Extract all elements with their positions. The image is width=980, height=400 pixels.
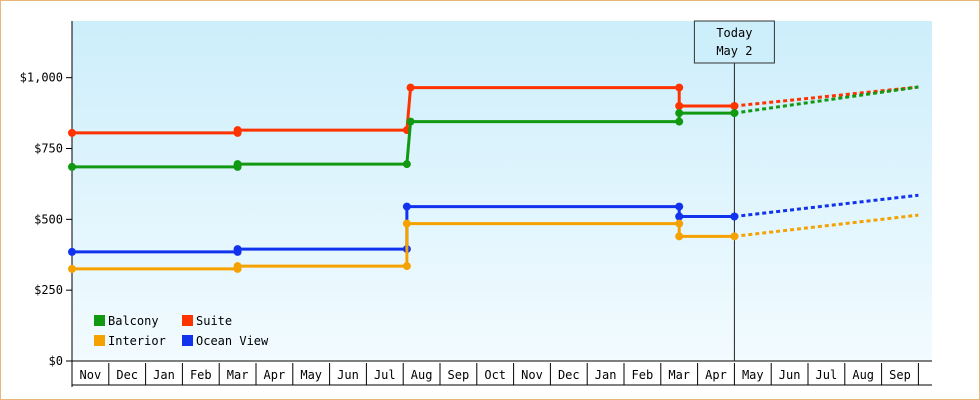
month-label: Sep xyxy=(889,368,911,382)
data-point-interior xyxy=(233,262,242,271)
month-label: Jan xyxy=(153,368,175,382)
month-label: Nov xyxy=(521,368,543,382)
month-label: Jan xyxy=(595,368,617,382)
data-point-balcony xyxy=(233,160,242,169)
month-label: Jul xyxy=(374,368,396,382)
legend-swatch xyxy=(94,315,105,326)
data-point-suite xyxy=(406,83,415,92)
data-point-interior xyxy=(730,232,739,241)
month-label: Aug xyxy=(852,368,874,382)
month-label: Apr xyxy=(705,368,727,382)
data-point-interior xyxy=(68,264,76,273)
data-point-interior xyxy=(675,232,684,241)
month-label: Sep xyxy=(448,368,470,382)
data-point-balcony xyxy=(402,160,411,169)
month-label: Jul xyxy=(816,368,838,382)
data-point-balcony xyxy=(675,117,684,126)
month-label: Mar xyxy=(227,368,249,382)
month-label: May xyxy=(742,368,764,382)
y-tick-label: $750 xyxy=(34,142,63,156)
month-label: Dec xyxy=(116,368,138,382)
y-tick-label: $500 xyxy=(34,212,63,226)
month-label: Nov xyxy=(80,368,102,382)
month-label: Jun xyxy=(337,368,359,382)
data-point-interior xyxy=(675,219,684,228)
today-label: Today xyxy=(716,26,752,40)
month-label: Feb xyxy=(190,368,212,382)
today-box xyxy=(693,20,775,64)
month-label: Oct xyxy=(484,368,506,382)
forecast-line-balcony xyxy=(734,85,919,115)
forecast-line-interior xyxy=(734,213,919,238)
data-point-ocean-view xyxy=(68,247,76,256)
month-label: Aug xyxy=(411,368,433,382)
month-label: Feb xyxy=(632,368,654,382)
legend-label: Suite xyxy=(196,314,232,328)
legend-label: Balcony xyxy=(108,314,159,328)
data-point-balcony xyxy=(406,117,415,126)
plot-area xyxy=(72,21,932,361)
data-point-balcony xyxy=(730,109,739,118)
data-point-ocean-view xyxy=(675,212,684,221)
legend-swatch xyxy=(182,315,193,326)
data-point-interior xyxy=(402,219,411,228)
month-label: Jun xyxy=(779,368,801,382)
legend-swatch xyxy=(94,335,105,346)
data-point-ocean-view xyxy=(233,245,242,254)
y-tick-label: $250 xyxy=(34,283,63,297)
data-point-ocean-view xyxy=(730,212,739,221)
legend-label: Ocean View xyxy=(196,334,269,348)
month-label: Apr xyxy=(264,368,286,382)
data-point-interior xyxy=(402,262,411,271)
data-point-balcony xyxy=(68,162,76,171)
today-date: May 2 xyxy=(716,44,752,58)
forecast-line-ocean-view xyxy=(734,193,919,218)
data-point-suite xyxy=(730,102,739,110)
month-label: May xyxy=(300,368,322,382)
data-point-suite xyxy=(675,102,684,110)
data-point-suite xyxy=(233,126,242,135)
legend-label: Interior xyxy=(108,334,166,348)
data-point-ocean-view xyxy=(675,202,684,211)
month-label: Mar xyxy=(668,368,690,382)
data-point-balcony xyxy=(675,109,684,118)
y-tick-label: $1,000 xyxy=(20,71,63,85)
month-label: Dec xyxy=(558,368,580,382)
legend-swatch xyxy=(182,335,193,346)
data-point-suite xyxy=(675,83,684,92)
data-point-suite xyxy=(68,128,76,137)
y-tick-label: $0 xyxy=(49,354,63,368)
data-point-ocean-view xyxy=(402,202,411,211)
